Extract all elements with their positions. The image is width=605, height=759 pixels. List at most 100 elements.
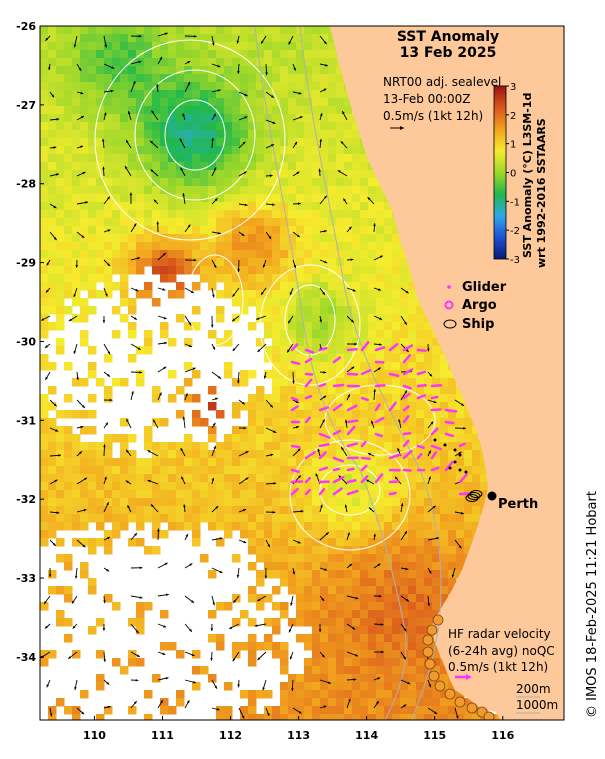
sst-cell — [312, 210, 321, 219]
sst-cell — [392, 282, 401, 291]
sst-cell — [128, 490, 137, 499]
sst-cell — [272, 362, 281, 371]
velocity-arrow — [319, 531, 329, 541]
sst-cell — [280, 442, 289, 451]
sst-cell — [312, 290, 321, 299]
sst-cell — [264, 98, 273, 107]
sst-cell — [272, 34, 281, 43]
sst-cell — [192, 154, 201, 163]
sst-cell — [80, 82, 89, 91]
sst-cell — [344, 506, 353, 515]
sst-cell — [96, 490, 105, 499]
sst-cell — [328, 602, 337, 611]
sst-cell — [336, 234, 345, 243]
sst-cell — [432, 450, 441, 459]
sst-cell — [312, 562, 321, 571]
sst-cell — [184, 266, 193, 275]
sst-cell — [88, 426, 97, 435]
velocity-arrow — [451, 567, 456, 578]
sst-cell — [464, 410, 473, 419]
sst-cell — [336, 362, 345, 371]
sst-cell — [240, 306, 249, 315]
sst-cell — [104, 130, 113, 139]
sst-cell — [296, 74, 305, 83]
sst-cell — [248, 434, 257, 443]
sst-cell — [224, 274, 233, 283]
sst-cell — [256, 58, 265, 67]
velocity-arrow — [44, 343, 51, 349]
x-tick-label: 111 — [151, 729, 174, 742]
sst-cell — [304, 338, 313, 347]
radar-vector — [402, 415, 410, 424]
sst-cell — [336, 194, 345, 203]
sst-cell — [344, 202, 353, 211]
sst-cell — [168, 450, 177, 459]
sst-cell — [400, 314, 409, 323]
sst-cell — [120, 162, 129, 171]
sst-cell — [208, 386, 217, 395]
sst-cell — [272, 282, 281, 291]
sst-cell — [328, 666, 337, 675]
sst-cell — [312, 698, 321, 707]
sst-cell — [104, 146, 113, 155]
sst-cell — [336, 82, 345, 91]
sst-cell — [72, 114, 81, 123]
sst-cell — [320, 634, 329, 643]
sst-cell — [440, 594, 449, 603]
sst-cell — [312, 474, 321, 483]
sst-cell — [104, 706, 113, 715]
velocity-arrow — [211, 89, 221, 93]
sst-cell — [80, 114, 89, 123]
sst-cell — [160, 90, 169, 99]
sst-cell — [336, 578, 345, 587]
sst-cell — [232, 74, 241, 83]
sst-cell — [272, 114, 281, 123]
sst-cell — [144, 26, 153, 35]
radar-vector — [388, 372, 400, 378]
sst-cell — [440, 506, 449, 515]
sst-cell — [200, 154, 209, 163]
sst-cell — [192, 130, 201, 139]
velocity-arrow — [125, 480, 132, 485]
sst-cell — [224, 122, 233, 131]
velocity-arrow — [232, 595, 240, 604]
sst-cell — [456, 546, 465, 555]
sst-cell — [112, 474, 121, 483]
sea-level-contours — [94, 39, 436, 551]
sst-cell — [224, 82, 233, 91]
sst-cell — [312, 26, 321, 35]
sst-cell — [288, 66, 297, 75]
velocity-arrow — [400, 503, 404, 513]
sst-cell — [248, 202, 257, 211]
sst-cell — [352, 570, 361, 579]
velocity-arrow — [232, 287, 240, 298]
sst-cell — [352, 698, 361, 707]
sst-cell — [40, 154, 49, 163]
sst-cell — [152, 514, 161, 523]
sst-cell — [104, 250, 113, 259]
sst-cell — [336, 98, 345, 107]
sst-cell — [72, 506, 81, 515]
sst-cell — [376, 594, 385, 603]
velocity-arrow — [184, 563, 193, 569]
sst-cell — [328, 522, 337, 531]
velocity-arrow — [49, 454, 62, 457]
sst-cell — [328, 594, 337, 603]
velocity-arrow — [292, 202, 301, 206]
sst-cell — [360, 706, 369, 715]
sst-cell — [280, 418, 289, 427]
sst-cell — [48, 266, 57, 275]
sst-cell — [88, 210, 97, 219]
sst-cell — [104, 138, 113, 147]
sst-cell — [296, 258, 305, 267]
sst-cell — [256, 418, 265, 427]
sst-cell — [120, 490, 129, 499]
sst-cell — [80, 458, 89, 467]
sst-cell — [168, 170, 177, 179]
sst-cell — [248, 530, 257, 539]
velocity-arrow — [231, 315, 240, 322]
sst-cell — [280, 578, 289, 587]
sst-cell — [440, 498, 449, 507]
radar-vector — [290, 444, 301, 449]
sst-cell — [160, 106, 169, 115]
